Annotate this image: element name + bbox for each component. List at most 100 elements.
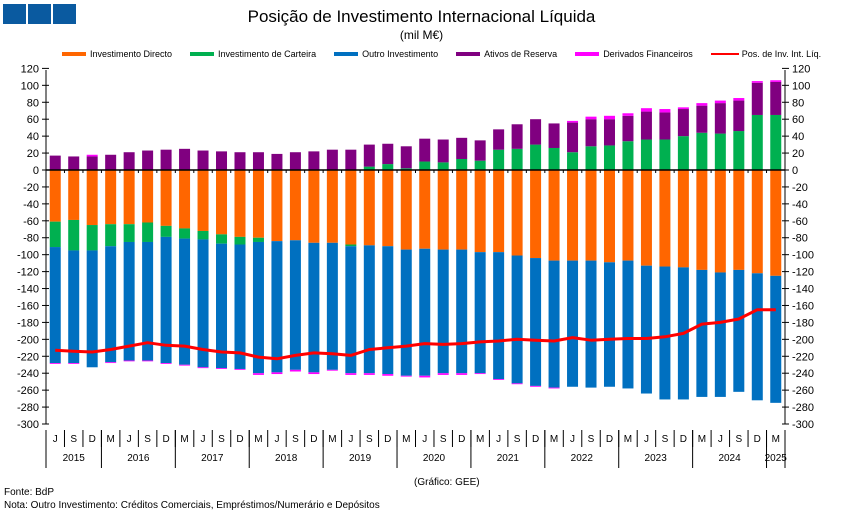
bar-derivados-financeiros bbox=[252, 373, 264, 375]
bar-investimento-carteira bbox=[68, 219, 80, 251]
bar-ativos-reserva bbox=[419, 138, 431, 162]
bar-outro-investimento bbox=[345, 246, 357, 374]
legend-item: Investimento Directo bbox=[62, 49, 172, 59]
y-tick-label-right: 120 bbox=[792, 63, 810, 75]
y-tick-label-left: -220 bbox=[17, 351, 39, 363]
x-tick-label: J bbox=[127, 434, 132, 445]
bar-investimento-carteira bbox=[160, 225, 172, 237]
legend-item: Pos. de Inv. Int. Líq. bbox=[710, 49, 821, 59]
legend-item: Investimento de Carteira bbox=[190, 49, 316, 59]
bar-derivados-financeiros bbox=[142, 360, 154, 362]
bar-investimento-directo bbox=[142, 170, 154, 223]
x-tick-label: M bbox=[328, 434, 336, 445]
bar-outro-investimento bbox=[419, 248, 431, 376]
bar-outro-investimento bbox=[86, 250, 98, 368]
bar-investimento-directo bbox=[252, 170, 264, 238]
bar-investimento-carteira bbox=[142, 222, 154, 242]
x-tick-label: S bbox=[366, 434, 373, 445]
y-tick-label-right: 100 bbox=[792, 80, 810, 92]
bar-investimento-directo bbox=[197, 170, 209, 231]
bar-ativos-reserva bbox=[179, 148, 191, 170]
bar-ativos-reserva bbox=[603, 119, 615, 146]
bar-outro-investimento bbox=[289, 240, 301, 370]
legend-swatch bbox=[575, 52, 600, 56]
bar-outro-investimento bbox=[511, 255, 523, 384]
bar-outro-investimento bbox=[179, 238, 191, 365]
bar-derivados-financeiros bbox=[382, 374, 394, 376]
y-tick-label-right: -160 bbox=[792, 300, 814, 312]
bar-investimento-directo bbox=[326, 170, 338, 243]
bar-ativos-reserva bbox=[474, 140, 486, 161]
bar-outro-investimento bbox=[105, 246, 117, 363]
x-year-label: 2020 bbox=[423, 453, 446, 464]
bar-derivados-financeiros bbox=[105, 362, 117, 364]
bar-investimento-directo bbox=[400, 170, 412, 250]
y-tick-label-right: -260 bbox=[792, 385, 814, 397]
bar-derivados-financeiros bbox=[160, 363, 172, 364]
x-year-label: 2023 bbox=[645, 453, 668, 464]
bar-derivados-financeiros bbox=[751, 81, 763, 83]
legend-label: Outro Investimento bbox=[362, 49, 439, 59]
x-tick-label: S bbox=[292, 434, 299, 445]
bar-outro-investimento bbox=[160, 236, 172, 364]
y-tick-label-right: 60 bbox=[792, 114, 804, 126]
bar-ativos-reserva bbox=[216, 151, 228, 170]
bar-derivados-financeiros bbox=[511, 383, 523, 385]
bar-ativos-reserva bbox=[437, 139, 449, 163]
bar-investimento-carteira bbox=[345, 244, 357, 247]
legend-swatch bbox=[190, 52, 215, 56]
bar-outro-investimento bbox=[567, 260, 579, 387]
y-tick-label-left: -60 bbox=[23, 216, 39, 228]
bar-investimento-carteira bbox=[733, 131, 745, 170]
bar-derivados-financeiros bbox=[345, 373, 357, 375]
bar-investimento-directo bbox=[68, 170, 80, 220]
bar-investimento-directo bbox=[603, 170, 615, 263]
bar-investimento-directo bbox=[234, 170, 246, 237]
bar-ativos-reserva bbox=[160, 149, 172, 170]
bar-outro-investimento bbox=[437, 249, 449, 374]
x-tick-label: M bbox=[402, 434, 410, 445]
bar-ativos-reserva bbox=[308, 151, 320, 170]
bar-investimento-carteira bbox=[751, 114, 763, 170]
legend-swatch bbox=[710, 53, 739, 55]
x-year-label: 2025 bbox=[765, 453, 788, 464]
x-year-label: 2021 bbox=[497, 453, 520, 464]
bar-investimento-directo bbox=[714, 170, 726, 273]
bar-derivados-financeiros bbox=[714, 100, 726, 104]
bar-outro-investimento bbox=[530, 258, 542, 386]
bar-investimento-directo bbox=[86, 170, 98, 226]
y-tick-label-left: -140 bbox=[17, 284, 39, 296]
legend-label: Investimento de Carteira bbox=[218, 49, 317, 59]
bar-ativos-reserva bbox=[677, 109, 689, 137]
x-tick-label: J bbox=[570, 434, 575, 445]
bar-derivados-financeiros bbox=[179, 364, 191, 366]
bar-ativos-reserva bbox=[197, 150, 209, 170]
x-tick-label: D bbox=[458, 434, 465, 445]
bar-investimento-directo bbox=[622, 170, 634, 261]
y-tick-label-left: -180 bbox=[17, 317, 39, 329]
bar-investimento-directo bbox=[493, 170, 505, 253]
y-tick-label-right: -120 bbox=[792, 267, 814, 279]
bar-investimento-carteira bbox=[677, 136, 689, 170]
x-tick-label: D bbox=[310, 434, 317, 445]
bar-ativos-reserva bbox=[770, 81, 782, 115]
bar-outro-investimento bbox=[197, 239, 209, 368]
bar-derivados-financeiros bbox=[567, 120, 579, 123]
bar-investimento-carteira bbox=[622, 141, 634, 170]
bar-investimento-carteira bbox=[105, 224, 117, 247]
bar-ativos-reserva bbox=[696, 105, 708, 133]
bar-ativos-reserva bbox=[289, 152, 301, 170]
bar-investimento-directo bbox=[160, 170, 172, 226]
x-tick-label: D bbox=[680, 434, 687, 445]
bar-derivados-financeiros bbox=[49, 363, 61, 364]
y-tick-label-left: -260 bbox=[17, 385, 39, 397]
bar-derivados-financeiros bbox=[456, 373, 468, 375]
y-tick-label-right: -80 bbox=[792, 233, 808, 245]
bar-outro-investimento bbox=[493, 252, 505, 380]
y-tick-label-right: -100 bbox=[792, 250, 814, 262]
bar-investimento-carteira bbox=[659, 139, 671, 170]
legend-item: Outro Investimento bbox=[334, 49, 438, 59]
x-tick-label: S bbox=[662, 434, 669, 445]
bar-ativos-reserva bbox=[714, 103, 726, 134]
bar-derivados-financeiros bbox=[234, 368, 246, 370]
